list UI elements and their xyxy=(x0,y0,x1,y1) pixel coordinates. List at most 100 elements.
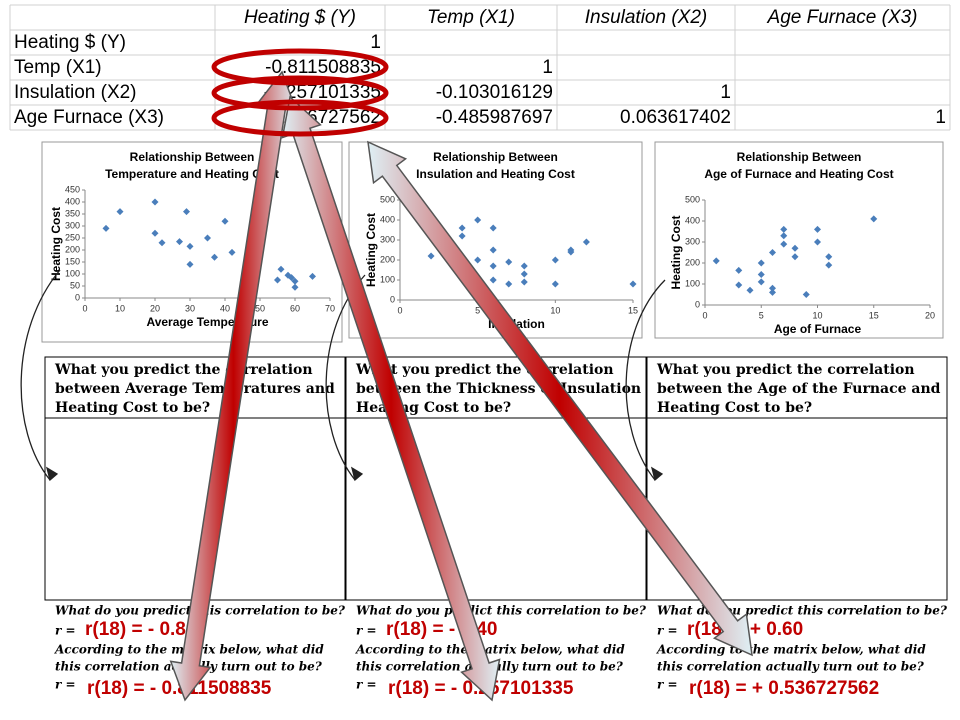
y-tick-label: 150 xyxy=(65,256,80,266)
point xyxy=(151,229,159,237)
point xyxy=(629,280,637,288)
point xyxy=(458,232,466,240)
y-tick-label: 450 xyxy=(65,184,80,194)
y-tick-label: 400 xyxy=(65,196,80,206)
panels: What you predict the correlation between … xyxy=(44,356,948,699)
point xyxy=(757,278,765,286)
y-tick-label: 50 xyxy=(70,280,80,290)
point xyxy=(277,265,285,273)
question: Heating Cost to be? xyxy=(657,400,812,416)
big-arrows xyxy=(169,70,753,702)
point xyxy=(474,216,482,224)
x-tick-label: 10 xyxy=(550,305,560,315)
point xyxy=(221,217,229,225)
arrow xyxy=(367,140,753,657)
r-label: r = xyxy=(55,624,76,638)
question: What you predict the correlation xyxy=(656,362,915,378)
x-tick-label: 10 xyxy=(812,310,822,320)
point xyxy=(427,252,435,260)
y-tick-label: 100 xyxy=(685,278,700,288)
point xyxy=(158,239,166,247)
point xyxy=(825,261,833,269)
r-label: r = xyxy=(356,678,377,692)
oval xyxy=(211,99,389,137)
y-tick-label: 200 xyxy=(65,244,80,254)
y-tick-label: 200 xyxy=(380,254,395,264)
correlation-table: Heating $ (Y) Temp (X1) Insulation (X2) Age… xyxy=(9,4,951,131)
x-tick-label: 0 xyxy=(702,310,707,320)
x-tick-label: 10 xyxy=(115,303,125,313)
y-axis-label: Heating Cost xyxy=(364,213,378,287)
r-label: r = xyxy=(55,678,76,692)
actual: r(18) = - 0.811508835 xyxy=(87,678,272,699)
cell: 1 xyxy=(370,32,381,53)
x-tick-label: 50 xyxy=(255,303,265,313)
y-tick-label: 300 xyxy=(685,236,700,246)
x-axis-label: Age of Furnace xyxy=(774,322,862,336)
point xyxy=(769,288,776,296)
point xyxy=(489,276,497,284)
chart-title: Relationship Between xyxy=(433,150,558,164)
chart-title: Age of Furnace and Heating Cost xyxy=(704,167,893,181)
chart-title: Relationship Between xyxy=(737,150,862,164)
cell: 0.063617402 xyxy=(620,107,731,128)
point xyxy=(102,224,110,232)
arrow-head xyxy=(650,466,664,482)
cell: -0.485987697 xyxy=(436,107,553,128)
point xyxy=(780,240,788,248)
point xyxy=(288,274,295,282)
oval xyxy=(211,75,389,111)
row-header: Age Furnace (X3) xyxy=(14,107,164,128)
point xyxy=(505,280,513,288)
y-tick-label: 200 xyxy=(685,257,700,267)
point xyxy=(291,277,299,285)
question: Heating Cost to be? xyxy=(356,400,511,416)
y-tick-label: 300 xyxy=(65,220,80,230)
cell: -0.811508835 xyxy=(265,57,381,78)
point xyxy=(489,262,497,270)
x-tick-label: 60 xyxy=(290,303,300,313)
y-tick-label: 0 xyxy=(695,299,700,309)
y-tick-label: 350 xyxy=(65,208,80,218)
point xyxy=(151,198,159,206)
y-tick-label: 0 xyxy=(390,294,395,304)
y-tick-label: 300 xyxy=(380,234,395,244)
point xyxy=(211,253,218,261)
arrow-head xyxy=(45,466,59,482)
x-tick-label: 0 xyxy=(82,303,87,313)
column-header: Temp (X1) xyxy=(427,7,515,28)
point xyxy=(183,208,190,216)
x-tick-label: 5 xyxy=(759,310,764,320)
question: Heating Cost to be? xyxy=(55,400,210,416)
x-tick-label: 30 xyxy=(185,303,195,313)
point xyxy=(520,262,528,270)
point xyxy=(769,284,776,292)
question: What you predict the correlation xyxy=(355,362,614,378)
y-tick-label: 0 xyxy=(75,292,80,302)
point xyxy=(204,234,211,242)
point xyxy=(746,286,754,294)
question: between the Age of the Furnace and xyxy=(657,381,941,397)
point xyxy=(791,244,799,252)
x-tick-label: 15 xyxy=(869,310,879,320)
y-tick-label: 400 xyxy=(685,215,700,225)
r-label: r = xyxy=(657,624,678,638)
point xyxy=(291,283,299,291)
point xyxy=(802,291,810,298)
cell: 1 xyxy=(935,107,946,128)
point xyxy=(551,280,559,288)
followup: According to the matrix below, what did xyxy=(656,643,926,657)
point xyxy=(567,246,575,254)
point xyxy=(186,260,194,268)
question: between the Thickness of Insulation and xyxy=(356,381,675,397)
prompt: What do you predict this correlation to … xyxy=(657,604,948,618)
point xyxy=(116,208,124,216)
point xyxy=(505,258,513,266)
question: What you predict the correlation xyxy=(54,362,313,378)
y-tick-label: 400 xyxy=(380,214,395,224)
point xyxy=(780,232,788,240)
point xyxy=(551,256,559,264)
point xyxy=(489,224,497,232)
